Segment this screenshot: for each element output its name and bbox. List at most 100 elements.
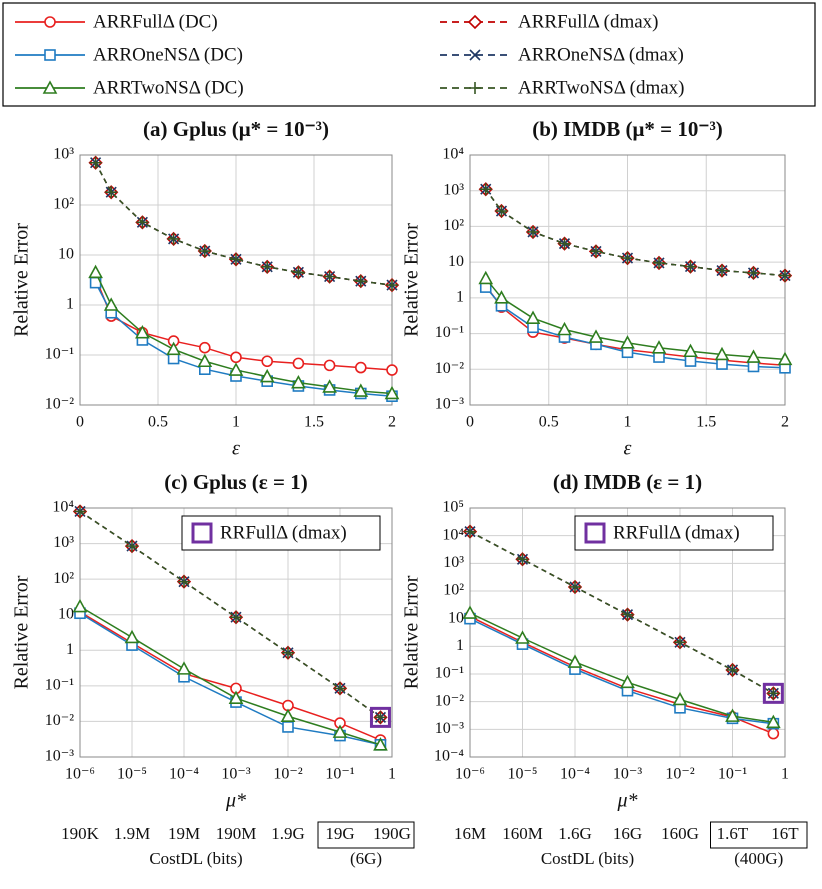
y-tick-label: 10⁴ <box>52 499 74 516</box>
x-tick-label: 1 <box>388 766 396 783</box>
legend-label: ARROneNSΔ (DC) <box>93 44 243 65</box>
marker <box>567 654 583 668</box>
x-tick-label: 10⁻⁶ <box>455 766 485 783</box>
cost-axis-label: CostDL (bits) <box>541 849 634 868</box>
inset-legend-box <box>574 515 774 551</box>
marker <box>354 361 367 374</box>
cost-label: 1.9M <box>114 824 150 843</box>
marker <box>588 329 604 343</box>
y-tick-label: 10⁻⁴ <box>434 748 464 765</box>
marker <box>684 355 697 367</box>
marker <box>557 321 572 336</box>
y-tick-label: 10⁻³ <box>435 396 464 413</box>
y-tick-label: 1 <box>66 641 74 658</box>
cost-label: 190K <box>61 824 100 843</box>
marker <box>516 553 529 566</box>
cost-box <box>710 821 808 849</box>
marker <box>89 156 102 169</box>
marker <box>191 522 213 544</box>
y-tick-label: 10² <box>443 217 464 234</box>
marker <box>464 525 476 538</box>
marker <box>766 714 781 729</box>
marker <box>672 691 688 706</box>
cost-label: 1.6T <box>717 824 749 843</box>
marker <box>762 682 784 704</box>
y-tick-label: 10² <box>53 570 74 587</box>
x-axis-label: μ* <box>616 790 637 812</box>
cost-axis-label: CostDL (bits) <box>149 849 242 868</box>
marker <box>777 351 793 366</box>
y-tick-label: 10 <box>448 253 464 270</box>
cost-label: 160M <box>502 824 543 843</box>
marker <box>259 368 275 383</box>
cost-label: 1.6G <box>558 824 592 843</box>
chart-title: (d) IMDB (ε = 1) <box>553 470 702 494</box>
marker <box>166 341 181 356</box>
marker <box>374 711 387 724</box>
inset-legend-box <box>181 515 381 551</box>
marker <box>323 270 336 283</box>
x-tick-label: 1.5 <box>304 414 324 431</box>
marker <box>198 245 211 258</box>
marker <box>767 727 780 740</box>
marker <box>558 237 571 250</box>
cost-label: 190M <box>216 824 257 843</box>
x-tick-label: 10⁻⁴ <box>169 766 199 783</box>
marker <box>590 245 602 258</box>
x-axis-label: μ* <box>225 790 246 812</box>
y-tick-label: 10⁵ <box>442 499 464 516</box>
y-axis-label: Relative Error <box>401 575 423 689</box>
marker <box>292 357 305 370</box>
marker <box>332 724 348 738</box>
marker <box>72 598 88 613</box>
x-tick-label: 2 <box>781 414 789 431</box>
x-tick-label: 10⁻⁵ <box>117 766 147 783</box>
marker <box>228 690 244 704</box>
legend-label: ARRTwoNSΔ (dmax) <box>518 77 685 98</box>
cost-label: 160G <box>661 824 699 843</box>
y-tick-label: 10⁻¹ <box>45 677 74 694</box>
y-tick-label: 10⁻¹ <box>435 665 464 682</box>
y-tick-label: 10⁴ <box>442 526 464 543</box>
y-axis-label: Relative Error <box>11 223 33 337</box>
marker <box>495 205 508 218</box>
legend-label: ARROneNSΔ (dmax) <box>518 44 684 65</box>
cost-label: 19G <box>325 824 354 843</box>
marker <box>746 349 761 363</box>
marker <box>726 663 739 676</box>
marker <box>620 335 635 349</box>
marker <box>261 260 274 273</box>
marker <box>199 341 211 354</box>
y-tick-label: 10⁻³ <box>435 720 464 737</box>
y-tick-label: 10⁻³ <box>45 748 74 765</box>
marker <box>354 275 367 288</box>
marker <box>479 183 492 196</box>
marker <box>282 646 294 659</box>
marker <box>44 49 56 61</box>
marker <box>651 340 667 354</box>
marker <box>136 216 149 229</box>
marker <box>621 608 634 621</box>
marker <box>88 264 103 279</box>
x-tick-label: 0.5 <box>148 414 168 431</box>
y-tick-label: 10³ <box>53 146 74 163</box>
marker <box>42 80 58 94</box>
y-tick-label: 10 <box>58 605 74 622</box>
legend-label: ARRFullΔ (DC) <box>93 11 218 32</box>
cost-label: 19M <box>168 824 200 843</box>
marker <box>228 362 244 376</box>
x-tick-label: 0 <box>466 414 474 431</box>
legend-label: ARRFullΔ (dmax) <box>518 11 658 32</box>
x-tick-label: 0.5 <box>539 414 559 431</box>
y-tick-label: 10⁻² <box>435 360 464 377</box>
marker <box>292 266 305 279</box>
y-tick-label: 10² <box>443 582 464 599</box>
marker <box>478 270 494 285</box>
legend-label: ARRTwoNSΔ (DC) <box>93 77 244 98</box>
cost-note: (400G) <box>734 849 783 868</box>
legend-box <box>2 2 816 107</box>
y-tick-label: 10 <box>58 246 74 263</box>
marker <box>684 260 697 273</box>
x-tick-label: 1 <box>232 414 240 431</box>
